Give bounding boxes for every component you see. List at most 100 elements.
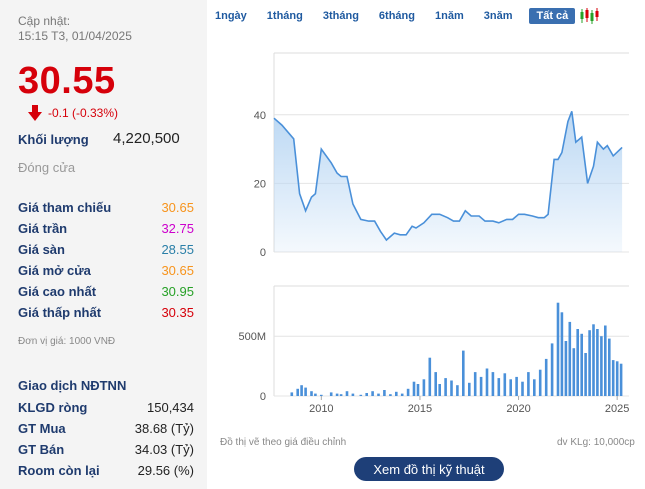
candlestick-icon[interactable] (579, 7, 601, 25)
foreign-label: Room còn lại (18, 463, 100, 478)
volume-bar (576, 329, 579, 396)
price-line (273, 111, 623, 242)
volume-bar (339, 394, 343, 396)
info-row-high: Giá cao nhất 30.95 (18, 281, 194, 302)
volume-bar (296, 388, 299, 396)
price-tick-label: 40 (254, 110, 266, 122)
volume-bar (304, 387, 307, 396)
foreign-label: GT Mua (18, 421, 66, 436)
volume-bar (592, 324, 595, 396)
foreign-label: KLGD ròng (18, 400, 88, 415)
info-value: 30.35 (161, 305, 194, 320)
tab-1-year[interactable]: 1năm (434, 10, 464, 22)
update-label: Cập nhật: (18, 14, 71, 28)
info-label: Giá trần (18, 221, 68, 236)
volume-bar (527, 372, 530, 396)
volume-bar (588, 330, 591, 396)
volume-bar (335, 393, 339, 396)
volume-bar (544, 358, 548, 396)
volume-bar (389, 394, 392, 396)
volume-bar (329, 392, 333, 396)
info-value: 30.95 (161, 284, 194, 299)
volume-label: Khối lượng (18, 132, 89, 147)
info-label: Giá cao nhất (18, 284, 97, 299)
volume-bar (608, 338, 611, 396)
foreign-row-sell-value: GT Bán 34.03 (Tỷ) (18, 439, 194, 460)
tab-all[interactable]: Tất cả (529, 8, 576, 24)
unit-note: Đơn vị giá: 1000 VNĐ (18, 336, 116, 347)
volume-bar (503, 373, 507, 396)
info-value: 32.75 (161, 221, 194, 236)
volume-bar (533, 379, 536, 396)
tab-1-day[interactable]: 1ngày (215, 10, 247, 22)
change-value: -0.1 (-0.33%) (48, 106, 119, 120)
volume-bar (365, 393, 368, 396)
current-price: 30.55 (18, 60, 116, 102)
foreign-value: 34.03 (Tỷ) (134, 442, 194, 457)
volume-bar (314, 393, 317, 396)
foreign-value: 150,434 (147, 400, 194, 415)
foreign-trade-list: KLGD ròng 150,434 GT Mua 38.68 (Tỷ) GT B… (18, 397, 194, 481)
volume-bar (383, 390, 386, 396)
price-tick-label: 0 (260, 247, 266, 259)
price-info-list: Giá tham chiếu 30.65 Giá trần 32.75 Giá … (18, 197, 194, 323)
technical-chart-button[interactable]: Xem đồ thị kỹ thuật (354, 457, 504, 481)
volume-bar (450, 380, 453, 396)
volume-bar (412, 381, 416, 396)
volume-bar (290, 392, 294, 396)
volume-bar (359, 394, 363, 396)
volume-bar (600, 336, 603, 396)
tab-3-years[interactable]: 3năm (483, 10, 513, 22)
quote-panel: Cập nhật: 15:15 T3, 01/04/2025 30.55 -0.… (0, 0, 207, 489)
tab-3-months[interactable]: 3tháng (322, 10, 359, 22)
volume-bar (604, 325, 607, 396)
volume-tick-label: 0 (260, 391, 266, 403)
volume-bar (596, 329, 599, 396)
volume-bar (320, 394, 323, 396)
volume-bar (422, 379, 426, 396)
info-label: Giá mở cửa (18, 263, 91, 278)
x-tick-label: 2010 (309, 403, 333, 415)
volume-bar (377, 393, 380, 396)
volume-value: 4,220,500 (113, 130, 180, 147)
volume-bar (371, 391, 374, 396)
volume-bar (619, 363, 623, 396)
volume-unit-note: dv KLg: 10,000cp (557, 437, 635, 448)
volume-bar (538, 369, 542, 396)
volume-bar (406, 388, 410, 396)
volume-bar (611, 360, 615, 396)
info-value: 30.65 (161, 200, 194, 215)
range-tabs: 1ngày 1tháng 3tháng 6tháng 1năm 3năm Tất… (212, 7, 601, 25)
foreign-value: 38.68 (Tỷ) (134, 421, 194, 436)
volume-bar (509, 379, 512, 396)
volume-bar (468, 382, 471, 396)
volume-bar (550, 343, 554, 396)
x-tick-label: 2025 (605, 403, 629, 415)
tab-6-months[interactable]: 6tháng (378, 10, 415, 22)
info-row-low: Giá thấp nhất 30.35 (18, 302, 194, 323)
price-area (274, 111, 623, 252)
chart-note: Đồ thị vẽ theo giá điều chỉnh (220, 437, 347, 448)
volume-bar (479, 376, 483, 396)
price-tick-label: 20 (254, 178, 266, 190)
volume-bar (310, 391, 313, 396)
volume-series (290, 302, 623, 396)
price-volume-chart: 0 20 40 0 500M 2010 2015 2020 2025 (238, 52, 629, 415)
foreign-row-room: Room còn lại 29.56 (%) (18, 460, 194, 481)
info-label: Giá tham chiếu (18, 200, 112, 215)
volume-bar (434, 372, 437, 396)
close-status: Đóng cửa (18, 160, 76, 175)
volume-bar (485, 368, 489, 396)
price-series (273, 111, 623, 252)
arrow-down-icon (28, 105, 42, 121)
volume-bar (556, 302, 560, 396)
volume-bar (580, 333, 583, 396)
volume-bar (564, 341, 568, 396)
volume-bar (400, 393, 404, 396)
chart-axes: 0 20 40 0 500M 2010 2015 2020 2025 (238, 110, 629, 415)
foreign-value: 29.56 (%) (137, 463, 194, 478)
tab-1-month[interactable]: 1tháng (266, 10, 303, 22)
volume-bar (444, 378, 447, 396)
volume-bar (345, 391, 349, 396)
info-row-floor: Giá sàn 28.55 (18, 239, 194, 260)
